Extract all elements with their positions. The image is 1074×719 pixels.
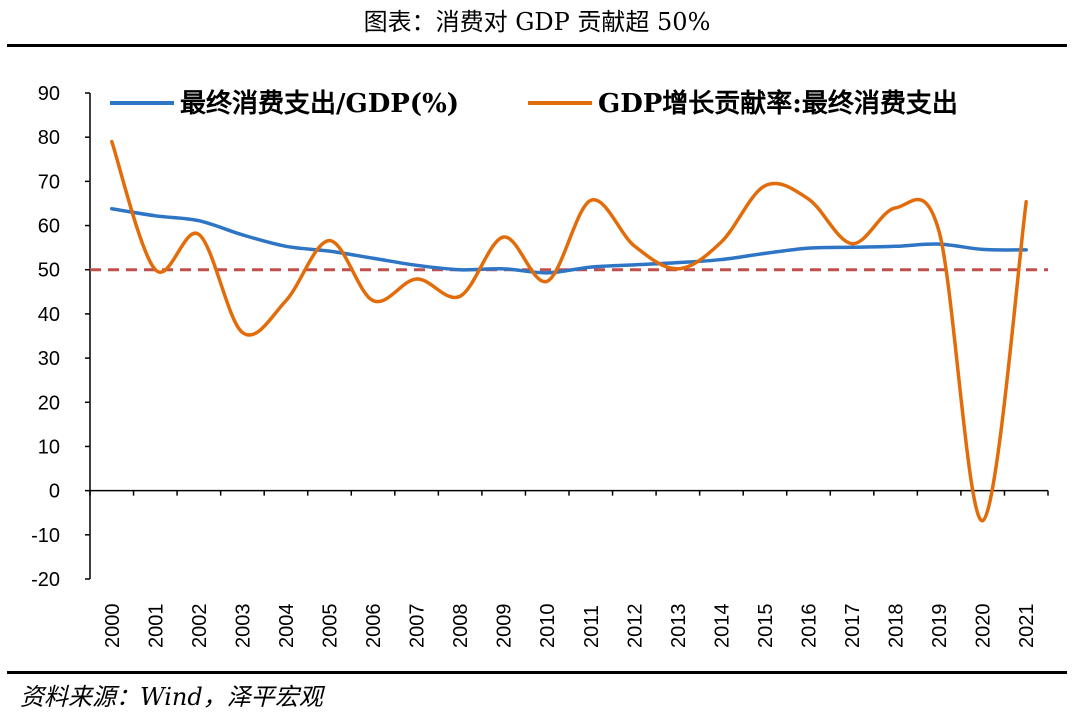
- y-tick-label: 70: [38, 171, 60, 193]
- x-tick-label: 2006: [363, 604, 385, 649]
- y-tick-label: 20: [38, 392, 60, 414]
- chart-title: 图表：消费对 GDP 贡献超 50%: [363, 8, 711, 36]
- y-tick-label: 60: [38, 216, 60, 238]
- x-tick-label: 2020: [973, 603, 995, 648]
- x-tick-label: 2018: [886, 604, 908, 649]
- x-tick-label: 2021: [1016, 604, 1038, 649]
- y-tick-label: -10: [31, 525, 60, 547]
- x-tick-label: 2019: [929, 604, 951, 649]
- legend-label: 最终消费支出/GDP(%): [180, 88, 459, 119]
- x-tick-label: 2010: [537, 604, 559, 649]
- x-tick-label: 2004: [276, 604, 298, 649]
- y-tick-label: 80: [38, 127, 60, 149]
- x-tick-label: 2000: [102, 604, 124, 649]
- x-tick-label: 2017: [842, 604, 864, 649]
- x-tick-label: 2001: [145, 604, 167, 649]
- x-tick-label: 2016: [799, 604, 821, 649]
- top-rule: [7, 44, 1067, 47]
- x-tick-label: 2011: [581, 605, 603, 648]
- y-tick-label: 0: [49, 481, 60, 503]
- legend-label: GDP增长贡献率:最终消费支出: [598, 88, 958, 119]
- x-tick-label: 2015: [755, 604, 777, 649]
- x-tick-label: 2002: [189, 604, 211, 649]
- bottom-rule: [7, 671, 1067, 674]
- y-tick-label: 50: [38, 260, 60, 282]
- x-tick-label: 2005: [320, 604, 342, 649]
- x-tick-label: 2014: [711, 604, 733, 649]
- x-tick-label: 2003: [232, 604, 254, 649]
- consumption-contribution-line: [110, 139, 1028, 523]
- source-note: 资料来源：Wind，泽平宏观: [20, 683, 323, 711]
- x-tick-label: 2007: [407, 604, 429, 649]
- x-tick-label: 2013: [668, 604, 690, 649]
- y-tick-label: 90: [38, 83, 60, 105]
- y-tick-label: 40: [38, 304, 60, 326]
- y-tick-label: -20: [31, 569, 60, 591]
- y-tick-label: 30: [38, 348, 60, 370]
- x-tick-label: 2009: [494, 604, 516, 649]
- x-tick-label: 2008: [450, 604, 472, 649]
- x-tick-label: 2012: [624, 604, 646, 649]
- y-tick-label: 10: [38, 436, 60, 458]
- consumption-share-line: [110, 207, 1028, 275]
